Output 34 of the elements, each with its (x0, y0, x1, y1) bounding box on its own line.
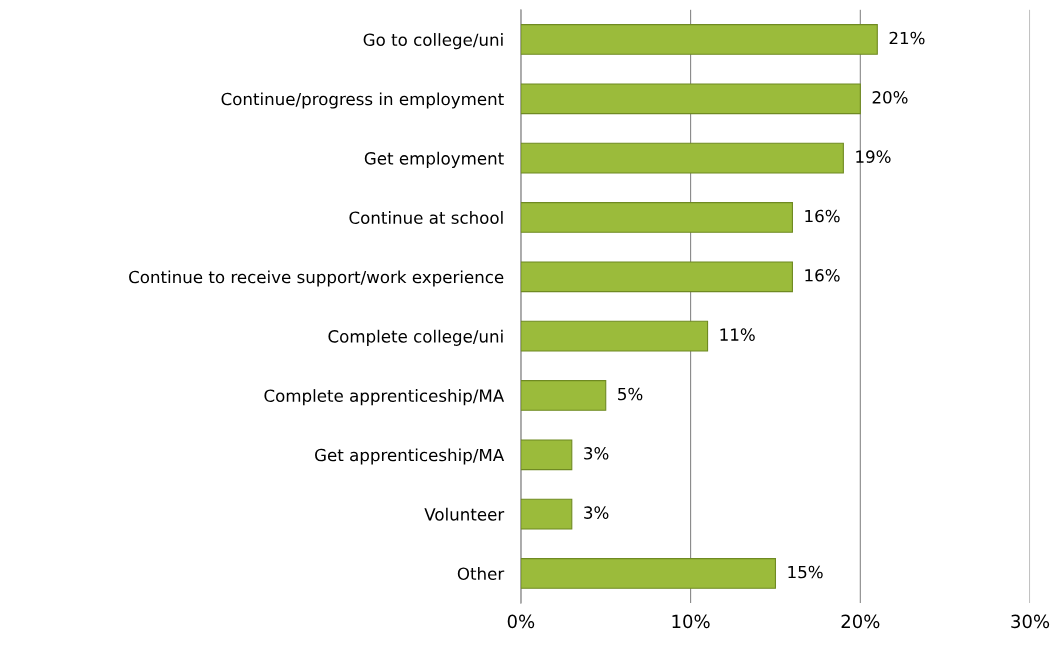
bar (520, 380, 607, 411)
data-label: 16% (805, 269, 840, 282)
y-tick-label: Continue/progress in employment (221, 92, 504, 109)
y-tick-label: Get employment (364, 151, 504, 168)
y-tick-label: Other (457, 567, 505, 580)
bar (520, 261, 793, 293)
y-tick-label: Complete apprenticeship/MA (264, 389, 505, 406)
data-label: 20% (872, 91, 908, 104)
x-tick-label: 20% (841, 614, 880, 629)
bar (520, 498, 573, 530)
bar (520, 142, 844, 174)
data-label: 11% (720, 328, 755, 341)
data-label: 3% (584, 447, 609, 460)
x-tick-label: 30% (1011, 614, 1050, 629)
y-tick-label: Continue to receive support/work experience (129, 270, 504, 287)
bar (520, 439, 573, 471)
data-label: 16% (805, 209, 840, 223)
y-tick-label: Continue at school (349, 211, 503, 225)
y-tick-label: Get apprenticeship/MA (315, 448, 505, 465)
y-tick-label: Volunteer (424, 507, 505, 521)
data-label: 5% (618, 387, 643, 401)
x-tick-label: 10% (672, 614, 710, 629)
bar (520, 202, 793, 233)
y-tick-label: Go to college/uni (363, 33, 503, 50)
y-tick-label: Complete college/uni (328, 329, 503, 346)
data-label: 15% (788, 565, 823, 579)
data-label: 3% (584, 506, 609, 519)
data-label: 21% (889, 31, 925, 45)
bar (520, 558, 777, 589)
x-tick-label: 0% (507, 614, 535, 629)
bar (520, 320, 709, 352)
bar (520, 83, 861, 115)
data-label: 19% (856, 150, 891, 163)
bar (520, 24, 878, 55)
